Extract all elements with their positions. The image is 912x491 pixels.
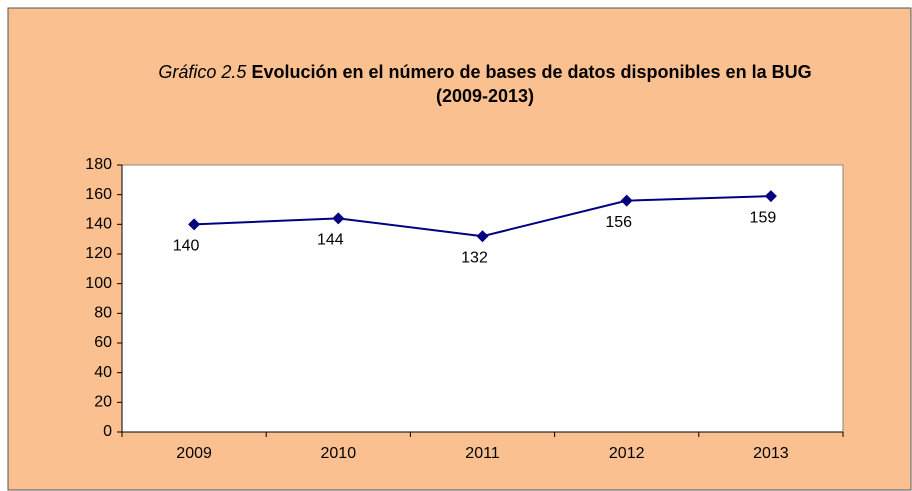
y-tick-label: 120: [85, 245, 112, 262]
y-tick-label: 60: [94, 334, 112, 351]
data-label: 132: [461, 249, 488, 266]
y-tick-label: 80: [94, 305, 112, 322]
chart-title: Evolución en el número de bases de datos…: [251, 62, 812, 106]
marker: [764, 190, 777, 203]
chart-title-block: Gráfico 2.5 Evolución en el número de ba…: [140, 60, 830, 108]
y-tick-label: 0: [103, 423, 112, 440]
y-tick-label: 160: [85, 186, 112, 203]
x-tick-label: 2013: [753, 445, 789, 462]
data-label: 156: [605, 214, 632, 231]
data-label: 159: [750, 209, 777, 226]
marker: [332, 212, 345, 225]
x-tick-label: 2011: [465, 445, 500, 462]
data-label: 140: [173, 238, 200, 255]
data-label: 144: [317, 232, 344, 249]
plot-area: [121, 164, 844, 433]
x-tick-label: 2009: [176, 445, 212, 462]
y-tick-label: 140: [85, 216, 112, 233]
y-tick-label: 20: [94, 394, 112, 411]
chart-title-label: Gráfico 2.5: [158, 62, 247, 82]
y-tick-label: 180: [85, 156, 112, 173]
marker: [620, 194, 633, 207]
y-tick-label: 40: [94, 364, 112, 381]
marker: [476, 230, 489, 243]
x-tick-label: 2010: [321, 445, 357, 462]
y-tick-label: 100: [85, 275, 112, 292]
x-tick-label: 2012: [609, 445, 645, 462]
marker: [188, 218, 201, 231]
